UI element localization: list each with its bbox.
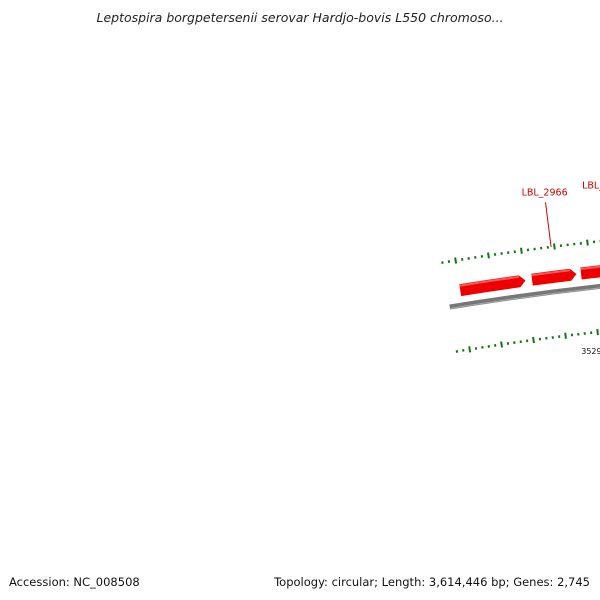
backbone-highlight xyxy=(449,287,600,309)
tick-mark xyxy=(468,346,472,353)
accession-label: Accession: NC_008508 xyxy=(9,575,140,589)
genome-summary: Topology: circular; Length: 3,614,446 bp… xyxy=(274,575,590,589)
tick-mark xyxy=(520,247,523,254)
gene-label: LBL_2966 xyxy=(522,187,568,198)
inner-tick-ring xyxy=(455,328,599,353)
tick-mark xyxy=(487,252,490,259)
tick-mark xyxy=(500,341,503,348)
tick-mark xyxy=(596,328,599,336)
scale-label: 3529 kbp xyxy=(581,347,600,356)
gene-arrow xyxy=(459,275,526,297)
label-leader xyxy=(545,202,552,247)
gene-track xyxy=(459,265,600,297)
tick-mark xyxy=(454,257,458,264)
backbone xyxy=(449,283,600,310)
gene-lbl_2966 xyxy=(531,268,577,286)
tick-mark xyxy=(553,243,556,250)
tick-mark xyxy=(532,336,535,344)
scale-labels: 3529 kbp3530 kbp3531 kbp3532 kbp3533 kbp… xyxy=(581,347,600,356)
gene-label: LBL_2967 xyxy=(582,180,600,191)
outer-tick-ring xyxy=(441,239,600,264)
map-title: Leptospira borgpetersenii serovar Hardjo… xyxy=(96,10,504,25)
gene-lbl_2967 xyxy=(580,265,600,280)
tick-mark xyxy=(564,332,567,339)
backbone-line xyxy=(449,283,600,310)
tick-mark xyxy=(586,239,589,246)
